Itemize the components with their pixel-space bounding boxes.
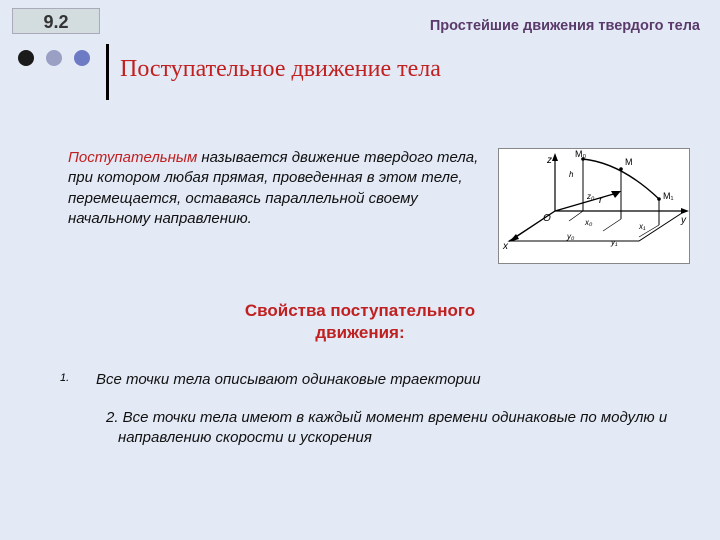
h-label: h [569,170,574,179]
z0-label: z₀ [586,192,595,201]
origin-label: O [543,213,551,224]
point-m1-label: M₁ [663,191,674,201]
definition-text: Поступательным называется движение тверд… [68,148,482,264]
property-1-number: 1. [60,372,69,384]
title-divider [106,44,109,100]
y1-label: y₁ [610,238,618,247]
coordinate-diagram: z y x O M₀ M M₁ r [498,148,690,264]
chapter-heading: Простейшие движения твердого тела [430,18,700,34]
bullet-dot [18,50,34,66]
bullet-dot [46,50,62,66]
section-number-badge: 9.2 [12,8,100,34]
definition-row: Поступательным называется движение тверд… [68,148,690,264]
property-2: 2. Все точки тела имеют в каждый момент … [70,408,670,449]
page-title: Поступательное движение тела [120,56,441,83]
property-1: Все точки тела описывают одинаковые трае… [96,370,670,390]
point-m0-label: M₀ [575,149,586,159]
properties-heading: Свойства поступательного движения: [0,300,720,344]
bullet-decoration [18,50,90,66]
axis-x-label: x [502,241,509,252]
point-m-label: M [625,157,633,167]
x1-label: x₁ [638,222,646,231]
definition-highlight: Поступательным [68,149,197,166]
x0-label: x₀ [584,218,593,227]
bullet-dot [74,50,90,66]
y0-label: y₀ [566,232,575,241]
axis-y-label: y [680,215,687,226]
axis-z-label: z [546,155,552,166]
